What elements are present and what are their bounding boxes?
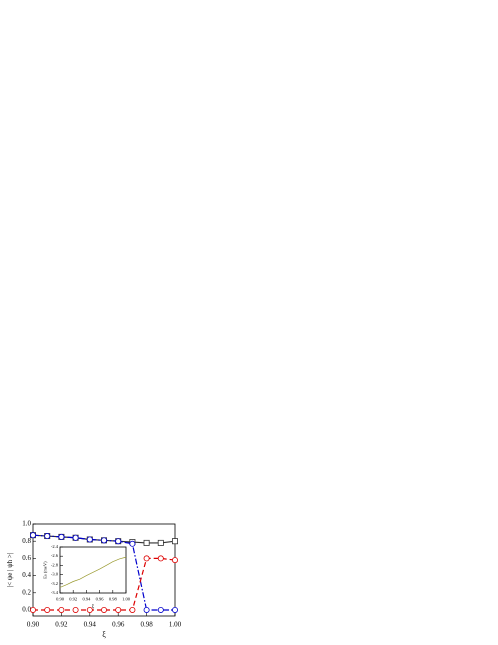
y-tick-label: -2.8 — [51, 562, 59, 567]
x-axis-label: ξ — [92, 604, 95, 610]
x-tick-label: 0.90 — [56, 597, 65, 602]
marker — [171, 606, 178, 613]
marker — [143, 555, 150, 562]
x-tick-label: 0.90 — [27, 621, 40, 629]
y-tick-label: 0.4 — [22, 571, 31, 579]
y-tick-label: 0.6 — [22, 554, 31, 562]
marker — [72, 534, 79, 541]
marker — [44, 606, 51, 613]
y-tick-label: 0.8 — [22, 537, 31, 545]
y-tick-label: -3.2 — [51, 581, 58, 586]
y-tick-label: -2.6 — [51, 553, 59, 558]
marker — [86, 606, 93, 613]
marker — [29, 532, 36, 539]
x-tick-label: 0.98 — [109, 597, 118, 602]
y-tick-label: -2.4 — [51, 544, 59, 549]
x-tick-label: 0.98 — [140, 621, 153, 629]
y-axis-label: Es (meV) — [43, 561, 48, 579]
marker — [115, 538, 122, 545]
marker — [129, 540, 136, 547]
marker — [171, 557, 178, 564]
marker — [58, 533, 65, 540]
x-tick-label: 0.94 — [84, 621, 97, 629]
y-tick-label: 0.0 — [22, 606, 31, 614]
marker — [72, 606, 79, 613]
y-axis-label: |< ψe | ψh >| — [6, 553, 14, 587]
marker — [86, 536, 93, 543]
y-tick-label: -3.0 — [51, 572, 59, 577]
x-tick-label: 0.96 — [96, 597, 105, 602]
marker — [171, 538, 178, 545]
x-axis-label: ξ — [102, 630, 106, 639]
x-tick-label: 1.00 — [122, 597, 131, 602]
marker — [129, 606, 136, 613]
x-tick-label: 0.96 — [112, 621, 125, 629]
x-tick-label: 0.94 — [82, 597, 91, 602]
marker — [157, 539, 164, 546]
x-tick-label: 0.92 — [69, 597, 77, 602]
marker — [115, 606, 122, 613]
plot-frame — [59, 546, 127, 594]
y-tick-label: 1.0 — [22, 520, 31, 528]
marker — [143, 606, 150, 613]
x-tick-label: 0.92 — [55, 621, 68, 629]
series-line — [59, 556, 127, 588]
marker — [143, 539, 150, 546]
marker — [44, 533, 51, 540]
marker — [157, 606, 164, 613]
x-tick-label: 1.00 — [169, 621, 182, 629]
marker — [157, 555, 164, 562]
y-tick-label: -3.4 — [51, 590, 59, 595]
marker — [58, 606, 65, 613]
marker — [101, 606, 108, 613]
marker — [101, 537, 108, 544]
marker — [29, 606, 36, 613]
y-tick-label: 0.2 — [22, 588, 31, 596]
